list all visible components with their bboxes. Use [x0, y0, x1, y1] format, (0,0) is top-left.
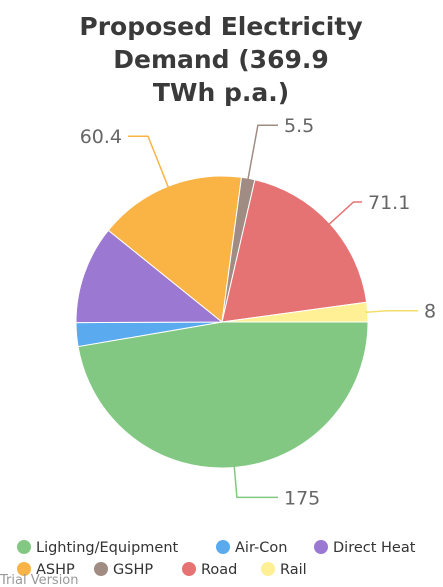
- legend-item-gshp[interactable]: GSHP: [94, 562, 153, 578]
- legend-label: Lighting/Equipment: [36, 540, 179, 556]
- data-label-ashp: 60.4: [80, 126, 122, 148]
- legend-label: Rail: [280, 562, 307, 578]
- leader-line-ashp: [128, 135, 170, 189]
- legend-label: Air-Con: [235, 540, 287, 556]
- leader-line-rail: [365, 309, 418, 313]
- legend-marker: [182, 562, 196, 576]
- chart-title-line-2: Demand (369.9: [113, 45, 329, 74]
- leader-line-gshp: [247, 124, 278, 181]
- chart-title: Proposed Electricity Demand (369.9 TWh p…: [79, 12, 362, 107]
- data-label-rail: 8: [424, 301, 436, 323]
- legend-marker: [94, 562, 108, 576]
- leader-line-road: [327, 201, 362, 226]
- chart-title-line-1: Proposed Electricity: [79, 12, 362, 41]
- pie-data-labels: 175 60.4 5.5 71.1 8: [80, 115, 436, 509]
- legend-marker: [261, 562, 275, 576]
- legend-label: GSHP: [113, 562, 153, 578]
- data-label-lighting-equipment: 175: [284, 487, 320, 509]
- legend-marker: [216, 540, 230, 554]
- legend-item-ashp[interactable]: ASHP: [17, 562, 75, 578]
- legend-marker: [17, 540, 31, 554]
- pie-slice-lighting-equipment[interactable]: [77, 321, 369, 469]
- legend-marker: [17, 562, 31, 576]
- pie-slice-direct-heat[interactable]: [75, 229, 224, 324]
- legend-item-air-con[interactable]: Air-Con: [216, 540, 287, 556]
- pie-slices: [75, 175, 369, 469]
- legend-item-rail[interactable]: Rail: [261, 562, 307, 578]
- chart-title-line-3: TWh p.a.): [153, 78, 289, 107]
- legend-label: Direct Heat: [333, 540, 416, 556]
- data-label-road: 71.1: [368, 192, 410, 214]
- legend-label: ASHP: [36, 562, 75, 578]
- data-label-gshp: 5.5: [284, 115, 314, 137]
- legend: Lighting/Equipment Air-Con Direct Heat ASHP…: [17, 540, 416, 578]
- watermark-text: Trial Version: [0, 573, 79, 587]
- legend-item-road[interactable]: Road: [182, 562, 237, 578]
- leader-line-lighting-equipment: [233, 465, 278, 499]
- legend-item-lighting-equipment[interactable]: Lighting/Equipment: [17, 540, 179, 556]
- legend-item-direct-heat[interactable]: Direct Heat: [314, 540, 416, 556]
- legend-marker: [314, 540, 328, 554]
- legend-label: Road: [201, 562, 237, 578]
